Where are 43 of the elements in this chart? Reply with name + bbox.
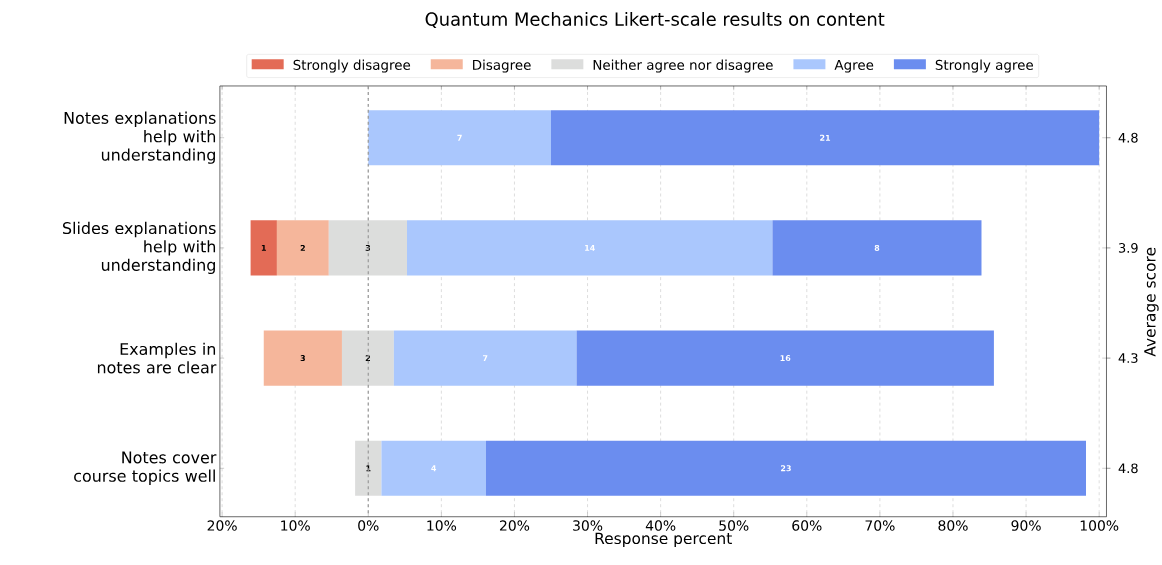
x-tick-label: 40%	[645, 520, 676, 531]
x-tick-label: 80%	[938, 520, 968, 531]
bar	[276, 220, 329, 276]
legend-label: Neither agree nor disagree	[593, 59, 773, 73]
y-tick-label: Examples in notes are clear	[97, 342, 217, 374]
legend-label: Agree	[834, 60, 874, 73]
y2-tick-label: 3.9	[1118, 243, 1138, 253]
bar	[576, 330, 994, 386]
x-axis-title: Response percent	[595, 532, 732, 548]
x-tick-label: 70%	[865, 520, 895, 531]
x-tick-label: 0%	[358, 520, 379, 531]
x-tick-label: 60%	[792, 520, 822, 531]
bar	[250, 220, 277, 276]
bar	[381, 440, 486, 496]
bar	[355, 440, 382, 496]
x-tick-label: 20%	[207, 520, 237, 531]
chart-title: Quantum Mechanics Likert-scale results on content	[425, 12, 885, 29]
x-tick-label: 20%	[499, 520, 530, 531]
legend-label: Disagree	[473, 59, 531, 73]
x-tick-label: 100%	[1080, 520, 1119, 531]
bar	[407, 220, 773, 276]
bar	[772, 220, 982, 276]
y2-tick-label: 4.8	[1118, 132, 1138, 143]
x-tick-label: 10%	[427, 520, 457, 531]
x-tick-label: 30%	[573, 520, 603, 531]
y-tick-label: Slides explanations help with understanding	[63, 221, 216, 275]
legend-label: Strongly agree	[935, 59, 1033, 73]
y-tick-label: Notes cover course topics well	[74, 451, 217, 486]
bar	[328, 220, 408, 276]
bar	[393, 330, 577, 386]
x-tick-label: 10%	[281, 520, 310, 531]
x-tick-label: 90%	[1011, 520, 1041, 531]
x-tick-label: 50%	[719, 520, 749, 531]
bar	[550, 110, 1100, 166]
y2-tick-label: 4.8	[1118, 463, 1138, 474]
y2-axis-title: Average score	[1144, 247, 1159, 357]
y2-tick-label: 4.3	[1118, 353, 1138, 364]
y-tick-label: Notes explanations help with understanding	[64, 111, 216, 165]
legend-label: Strongly disagree	[293, 59, 411, 73]
bar	[341, 330, 394, 386]
bar	[263, 330, 342, 386]
bar	[485, 440, 1086, 496]
bar	[368, 110, 551, 166]
